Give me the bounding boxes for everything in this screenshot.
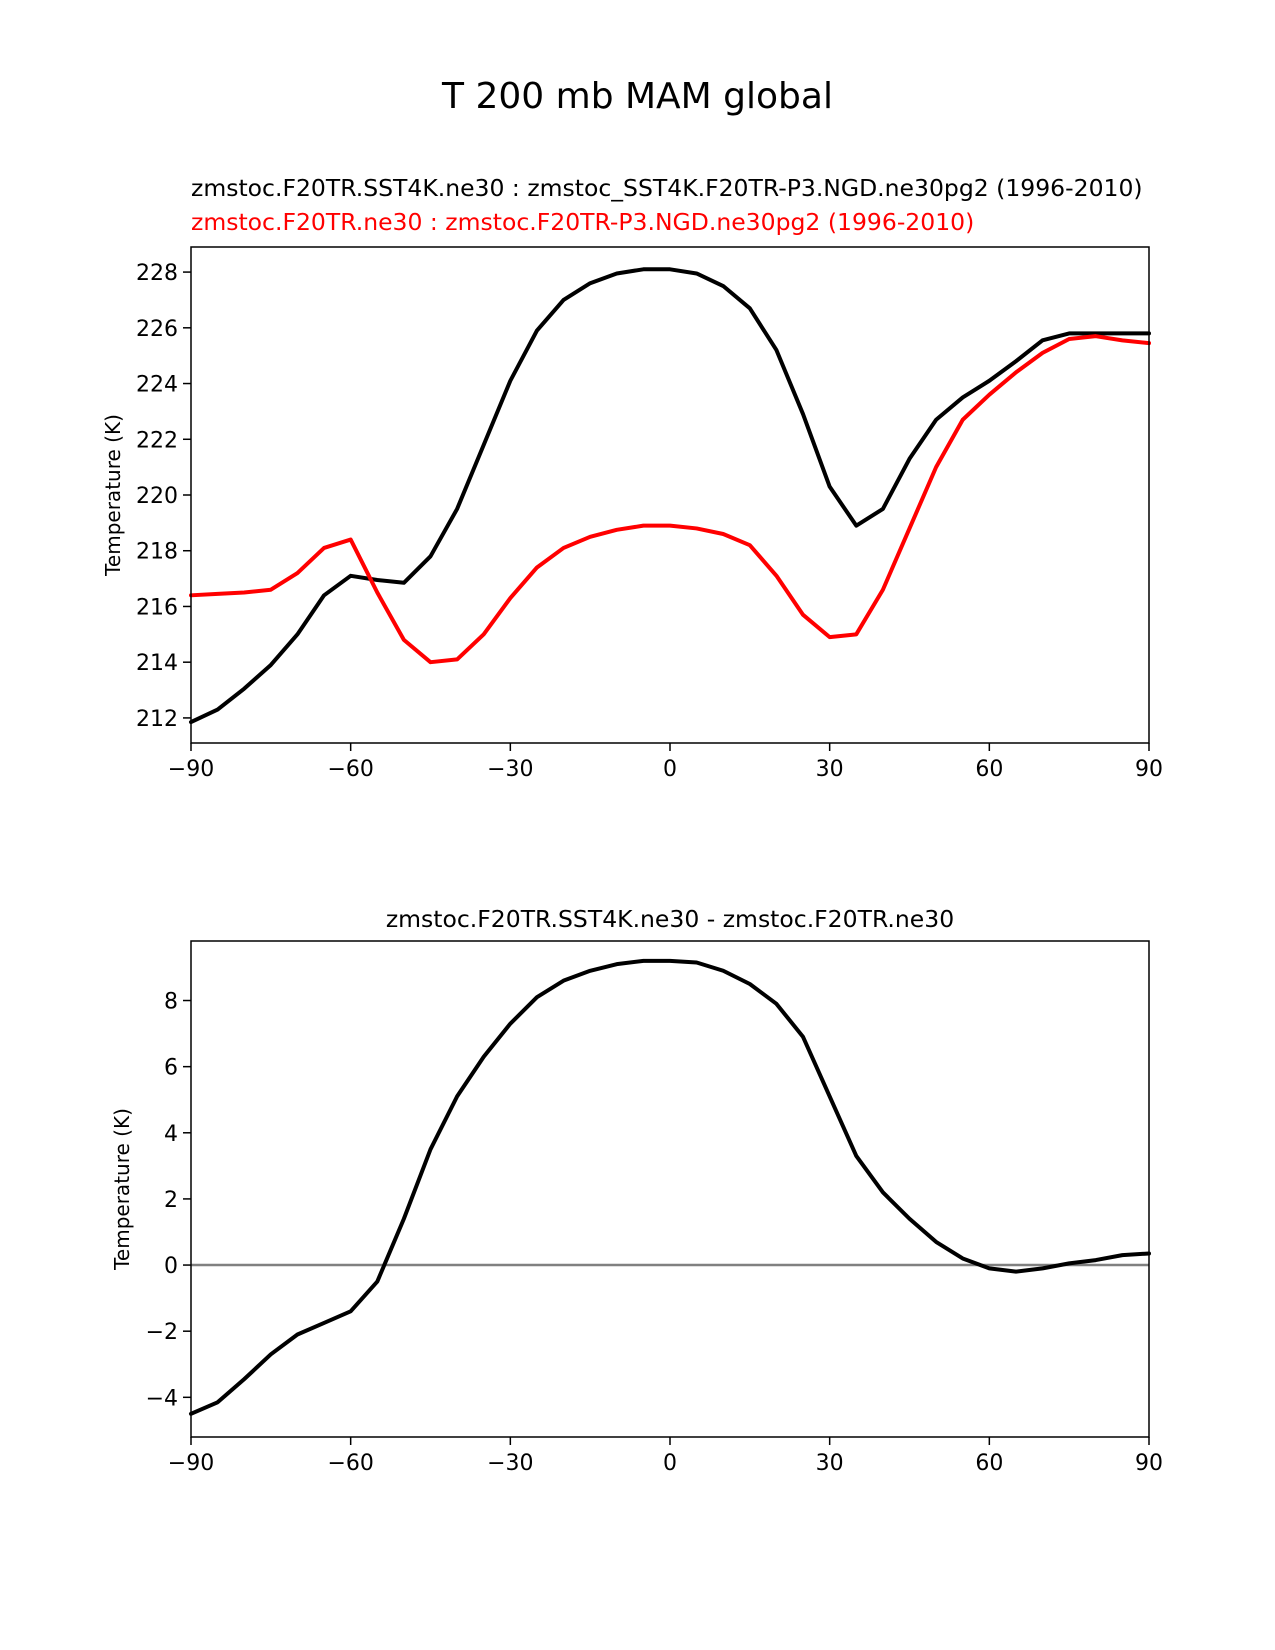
top-plot-frame xyxy=(190,246,1150,744)
bottom-xtick-label: 90 xyxy=(1135,1451,1163,1476)
top-xtick-label: 60 xyxy=(975,757,1003,782)
top-xtick-label: 90 xyxy=(1135,757,1163,782)
top-ytick-label: 214 xyxy=(136,651,178,676)
bottom-ytick-label: −4 xyxy=(146,1386,178,1411)
bottom-ytick-label: 0 xyxy=(164,1254,178,1279)
bottom-ytick-label: 8 xyxy=(164,990,178,1015)
top-ytick-label: 218 xyxy=(136,540,178,565)
top-ylabel: Temperature (K) xyxy=(101,414,125,577)
top-ytick-label: 226 xyxy=(136,317,178,342)
top-series-line-0 xyxy=(189,267,1151,725)
top-series-line-1 xyxy=(189,334,1151,665)
top-title-line-1: zmstoc.F20TR.SST4K.ne30 : zmstoc_SST4K.F… xyxy=(191,174,1143,202)
top-title-line-2: zmstoc.F20TR.ne30 : zmstoc.F20TR-P3.NGD.… xyxy=(191,208,974,236)
bottom-plot-frame xyxy=(190,940,1150,1438)
bottom-xtick-label: −90 xyxy=(168,1451,214,1476)
top-xtick-label: −30 xyxy=(487,757,533,782)
top-ytick-label: 228 xyxy=(136,261,178,286)
top-ytick-label: 216 xyxy=(136,595,178,620)
top-panel: zmstoc.F20TR.SST4K.ne30 : zmstoc_SST4K.F… xyxy=(101,174,1163,782)
top-ytick-label: 224 xyxy=(136,373,178,398)
bottom-xtick-label: 60 xyxy=(975,1451,1003,1476)
top-xtick-label: 0 xyxy=(663,757,677,782)
bottom-ytick-label: 4 xyxy=(164,1122,178,1147)
top-xtick-label: −90 xyxy=(168,757,214,782)
figure-title: T 200 mb MAM global xyxy=(441,76,833,117)
bottom-xtick-label: −60 xyxy=(327,1451,373,1476)
top-xtick-label: 30 xyxy=(816,757,844,782)
bottom-series-line-0 xyxy=(189,958,1151,1416)
top-ytick-label: 222 xyxy=(136,428,178,453)
bottom-xtick-label: −30 xyxy=(487,1451,533,1476)
top-ytick-label: 220 xyxy=(136,484,178,509)
bottom-xtick-label: 30 xyxy=(816,1451,844,1476)
bottom-ytick-label: 2 xyxy=(164,1188,178,1213)
bottom-ylabel: Temperature (K) xyxy=(110,1108,134,1271)
bottom-title: zmstoc.F20TR.SST4K.ne30 - zmstoc.F20TR.n… xyxy=(386,905,954,933)
bottom-ytick-label: 6 xyxy=(164,1056,178,1081)
top-ytick-label: 212 xyxy=(136,707,178,732)
bottom-ytick-label: −2 xyxy=(146,1320,178,1345)
top-xtick-label: −60 xyxy=(327,757,373,782)
bottom-xtick-label: 0 xyxy=(663,1451,677,1476)
bottom-panel: zmstoc.F20TR.SST4K.ne30 - zmstoc.F20TR.n… xyxy=(110,905,1163,1476)
